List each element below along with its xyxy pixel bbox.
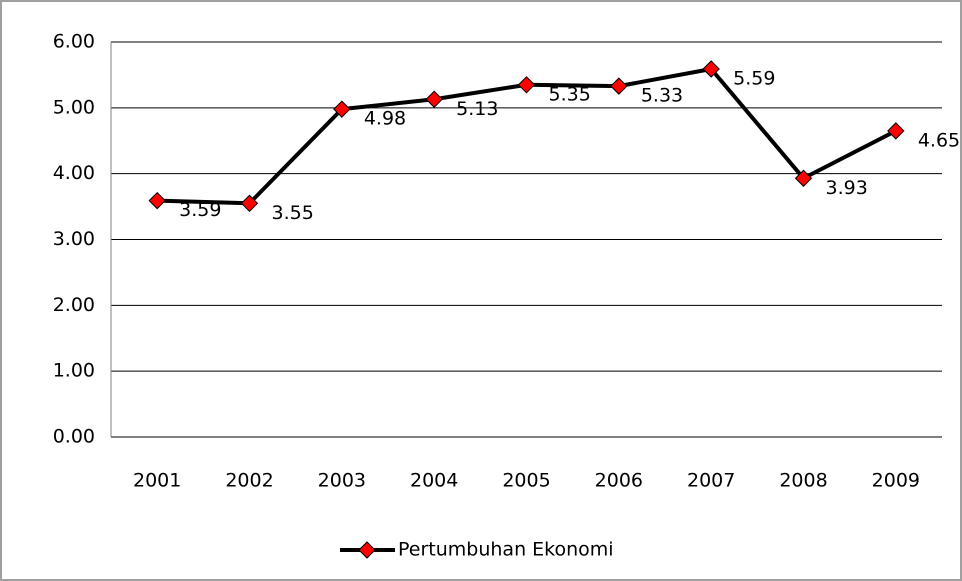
data-label: 5.59 — [733, 67, 775, 89]
x-tick-label: 2008 — [779, 470, 827, 492]
y-tick-label: 3.00 — [53, 228, 95, 250]
data-marker — [240, 194, 259, 212]
y-tick-label: 6.00 — [53, 31, 95, 53]
data-label: 5.13 — [456, 98, 498, 120]
legend-marker — [358, 541, 376, 559]
data-marker — [517, 76, 536, 94]
data-label: 3.55 — [272, 202, 314, 224]
data-label: 3.93 — [826, 177, 868, 199]
y-tick-label: 4.00 — [53, 162, 95, 184]
data-marker — [794, 169, 813, 187]
x-tick-label: 2009 — [872, 470, 920, 492]
x-tick-label: 2006 — [595, 470, 643, 492]
data-marker — [425, 90, 443, 108]
y-tick-label: 5.00 — [53, 96, 95, 118]
data-marker — [148, 191, 166, 210]
data-label: 4.98 — [364, 108, 406, 130]
data-marker — [610, 77, 628, 95]
legend-label: Pertumbuhan Ekonomi — [398, 539, 614, 561]
x-tick-label: 2004 — [410, 470, 458, 492]
y-tick-label: 1.00 — [53, 360, 95, 382]
data-label: 5.33 — [641, 85, 683, 107]
x-tick-label: 2001 — [133, 470, 181, 492]
data-marker — [333, 100, 351, 118]
data-label: 5.35 — [549, 83, 591, 105]
data-marker — [702, 60, 720, 78]
x-tick-label: 2007 — [687, 470, 735, 492]
data-marker — [887, 122, 905, 140]
y-tick-label: 2.00 — [53, 294, 95, 316]
y-tick-label: 0.00 — [53, 426, 95, 448]
x-tick-label: 2005 — [502, 470, 550, 492]
x-tick-label: 2003 — [318, 470, 366, 492]
data-label: 3.59 — [179, 199, 221, 221]
data-label: 4.65 — [918, 129, 960, 151]
x-tick-label: 2002 — [225, 470, 273, 492]
